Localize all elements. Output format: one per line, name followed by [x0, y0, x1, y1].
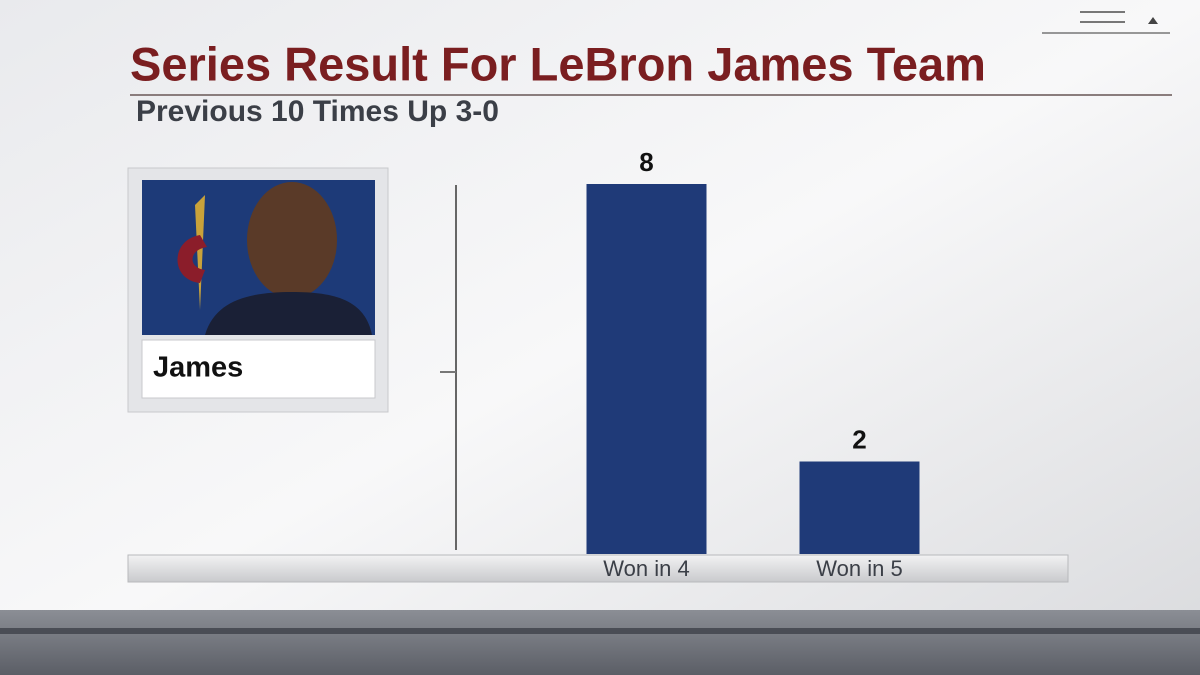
chart-title: Series Result For LeBron James Team [130, 37, 986, 90]
x-tick-label: Won in 4 [603, 556, 689, 581]
player-name-box [141, 339, 376, 399]
value-label: 8 [639, 147, 653, 177]
player-name: James [153, 352, 243, 384]
floor-stripe [0, 628, 1200, 634]
arrow-icon [1148, 17, 1158, 24]
value-label: 2 [852, 424, 866, 454]
baseline-platform [127, 554, 1069, 583]
floor-band [0, 610, 1200, 675]
bar [799, 461, 920, 554]
player-head [247, 182, 337, 298]
bar [586, 184, 707, 554]
team-logo [195, 195, 205, 310]
player-jersey [205, 292, 372, 335]
x-tick-label: Won in 5 [816, 556, 902, 581]
team-logo [177, 235, 207, 283]
chart-subtitle: Previous 10 Times Up 3-0 [136, 95, 499, 128]
